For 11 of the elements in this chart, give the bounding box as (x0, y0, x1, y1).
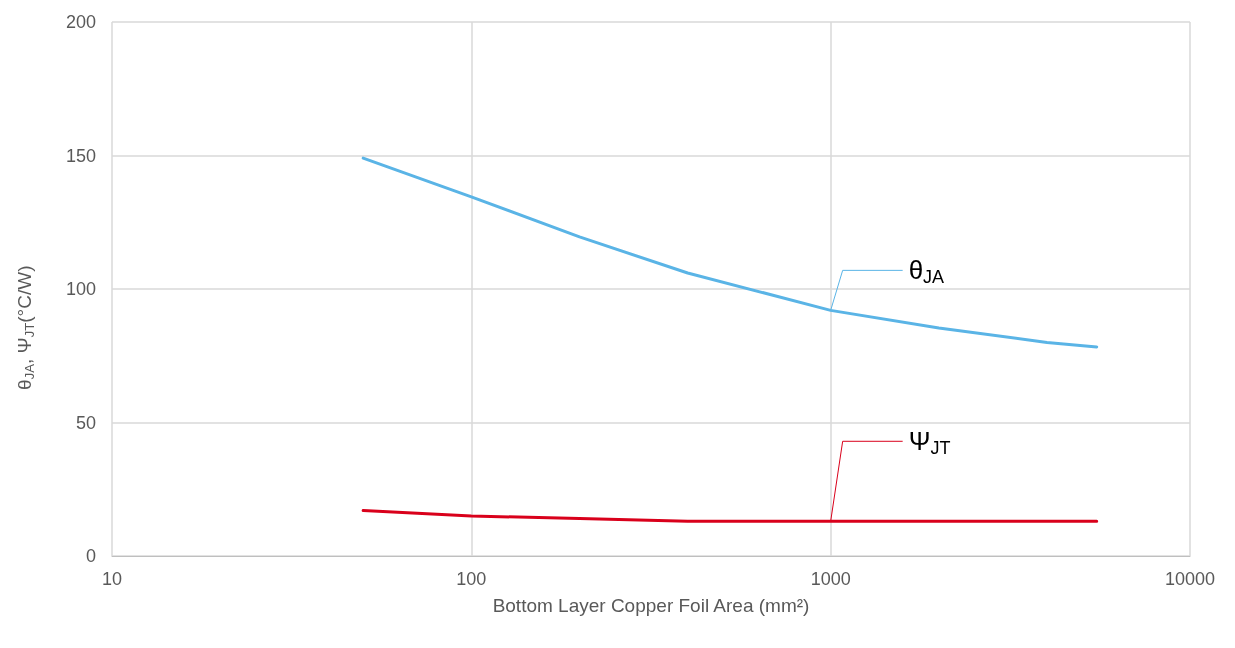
y-tick-label: 0 (85, 546, 96, 566)
y-tick-label: 150 (65, 145, 96, 166)
y-axis-title: θJA, ΨJT(°C/W) (14, 265, 37, 390)
x-tick-label: 10 (101, 569, 123, 589)
x-tick-label: 100 (456, 569, 487, 589)
x-tick-label: 10000 (1164, 569, 1216, 589)
y-tick-label: 100 (65, 279, 96, 299)
x-tick-label: 1000 (810, 569, 851, 589)
x-axis-title: Bottom Layer Copper Foil Area (mm²) (492, 595, 810, 616)
y-tick-label: 200 (65, 12, 96, 32)
y-tick-label: 50 (75, 412, 96, 433)
